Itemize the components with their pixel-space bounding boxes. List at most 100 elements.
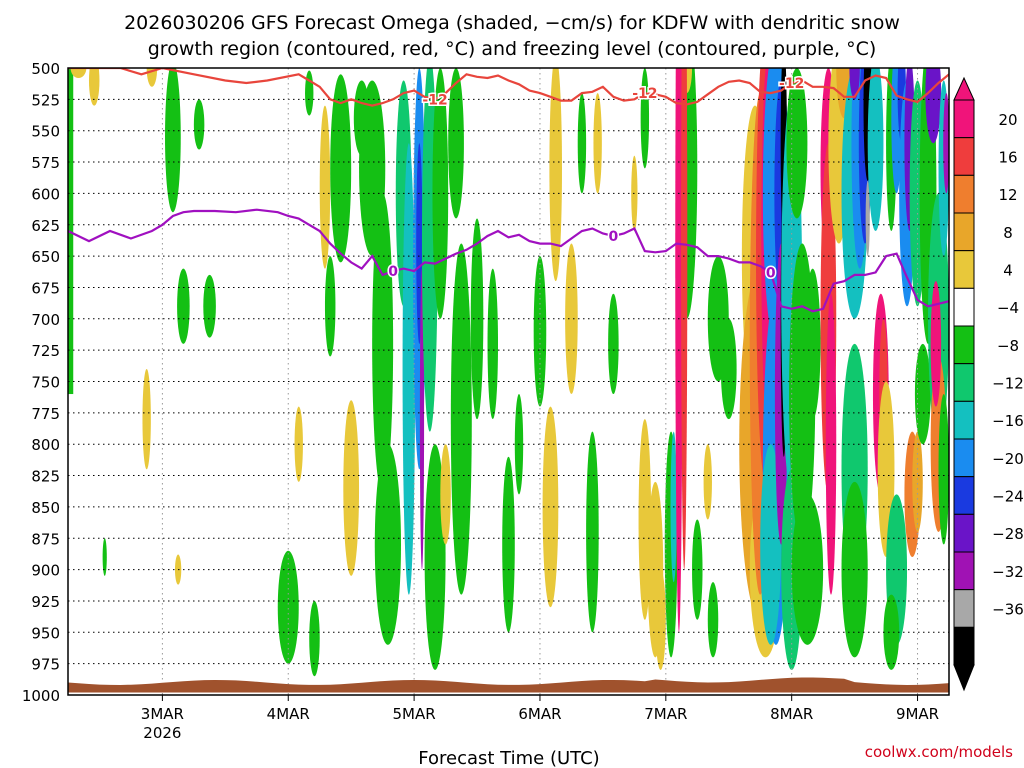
x-tick-label: 8MAR bbox=[770, 705, 813, 723]
omega-cell bbox=[804, 268, 821, 420]
omega-cell bbox=[450, 243, 472, 595]
omega-cell bbox=[324, 256, 336, 357]
omega-cell bbox=[586, 431, 599, 633]
omega-cell bbox=[419, 268, 425, 570]
omega-cell bbox=[655, 569, 666, 670]
omega-cell bbox=[177, 268, 190, 344]
omega-cell bbox=[786, 68, 808, 219]
omega-cell bbox=[914, 343, 931, 445]
y-tick-label: 650 bbox=[31, 248, 60, 266]
omega-cell bbox=[374, 444, 401, 645]
y-tick-label: 500 bbox=[31, 60, 60, 78]
colorbar-swatch bbox=[953, 438, 975, 478]
colorbar-swatch bbox=[953, 174, 975, 214]
omega-cell bbox=[703, 444, 712, 520]
omega-cell bbox=[825, 293, 837, 595]
contour-label: -12 bbox=[632, 86, 657, 102]
surface-band bbox=[68, 677, 949, 693]
colorbar-swatch bbox=[953, 476, 975, 515]
contour-label: -12 bbox=[779, 76, 804, 92]
omega-cell bbox=[720, 318, 737, 420]
y-tick-label: 775 bbox=[31, 405, 60, 423]
omega-cell bbox=[142, 368, 151, 470]
omega-cell bbox=[305, 70, 314, 116]
colorbar-label: −32 bbox=[992, 563, 1024, 581]
omega-cell bbox=[193, 99, 205, 150]
omega-shading bbox=[68, 68, 949, 677]
plot-frame bbox=[67, 67, 950, 696]
omega-cell bbox=[330, 74, 352, 263]
omega-cell bbox=[424, 444, 446, 670]
colorbar-label: −8 bbox=[997, 337, 1019, 355]
omega-cell bbox=[593, 93, 602, 194]
omega-cell bbox=[640, 68, 650, 169]
omega-cell bbox=[309, 600, 320, 677]
contour-label: 0 bbox=[766, 265, 776, 281]
colorbar-label: 4 bbox=[1003, 262, 1013, 280]
contour-label: 0 bbox=[609, 229, 619, 245]
y-tick-label: 725 bbox=[31, 342, 60, 360]
colorbar-swatch bbox=[953, 589, 975, 628]
omega-cell bbox=[448, 68, 464, 219]
x-tick-label: 9MAR bbox=[896, 705, 939, 723]
y-tick-label: 525 bbox=[31, 91, 60, 109]
colorbar-label: −20 bbox=[992, 450, 1024, 468]
omega-cell bbox=[707, 582, 719, 658]
y-tick-label: 800 bbox=[31, 436, 60, 454]
colorbar: 20 16 12 8 4 −4 −8 −12 −16 −20 −24 −28 −32 −36 bbox=[953, 76, 1024, 692]
contour-label: -12 bbox=[422, 92, 447, 108]
omega-cell bbox=[760, 444, 782, 645]
y-tick-label: 550 bbox=[31, 123, 60, 141]
y-tick-label: 1000 bbox=[22, 687, 60, 705]
omega-cell bbox=[912, 431, 923, 532]
omega-cell bbox=[577, 93, 587, 194]
omega-cell bbox=[925, 68, 942, 144]
omega-cell bbox=[943, 93, 949, 194]
y-tick-label: 575 bbox=[31, 154, 60, 172]
site-credit: coolwx.com/models bbox=[865, 743, 1013, 761]
omega-cell bbox=[565, 243, 578, 395]
omega-cell bbox=[70, 68, 87, 79]
omega-cell bbox=[440, 444, 451, 545]
omega-cell bbox=[203, 274, 216, 338]
y-tick-label: 625 bbox=[31, 217, 60, 235]
x-tick-label: 7MAR bbox=[644, 705, 687, 723]
omega-cell bbox=[883, 594, 900, 670]
omega-cell bbox=[608, 293, 619, 395]
colorbar-label: −24 bbox=[992, 488, 1024, 506]
y-tick-label: 700 bbox=[31, 311, 60, 329]
chart-title-line-1: 2026030206 GFS Forecast Omega (shaded, −… bbox=[124, 12, 900, 34]
omega-cell bbox=[549, 68, 562, 282]
omega-cell bbox=[372, 193, 394, 495]
colorbar-bottom-arrow bbox=[953, 664, 975, 692]
omega-cell bbox=[165, 68, 181, 213]
omega-cell bbox=[277, 550, 299, 664]
colorbar-swatch bbox=[953, 99, 975, 139]
omega-cell bbox=[402, 143, 416, 595]
colorbar-swatch bbox=[953, 400, 975, 440]
x-tick-label: 6MAR bbox=[518, 705, 561, 723]
omega-cell bbox=[102, 538, 107, 576]
omega-cell bbox=[542, 406, 559, 608]
omega-cell bbox=[681, 68, 688, 570]
y-tick-label: 825 bbox=[31, 468, 60, 486]
omega-cell bbox=[841, 481, 868, 658]
colorbar-label: 20 bbox=[998, 111, 1017, 129]
omega-cell bbox=[867, 68, 884, 231]
x-tick-label: 3MAR bbox=[141, 705, 184, 723]
y-tick-label: 950 bbox=[31, 624, 60, 642]
omega-cell bbox=[343, 400, 360, 576]
omega-cell bbox=[930, 281, 942, 407]
omega-cell bbox=[791, 494, 824, 645]
colorbar-swatch bbox=[953, 250, 975, 289]
contour-line-0 bbox=[68, 208, 949, 313]
x-axis-title: Forecast Time (UTC) bbox=[418, 748, 599, 768]
colorbar-label: −36 bbox=[992, 601, 1024, 619]
omega-cell bbox=[692, 519, 703, 620]
colorbar-label: 16 bbox=[998, 149, 1017, 167]
colorbar-swatch bbox=[953, 287, 975, 327]
x-tick-sublabel: 2026 bbox=[143, 724, 181, 742]
omega-cell bbox=[68, 68, 74, 395]
